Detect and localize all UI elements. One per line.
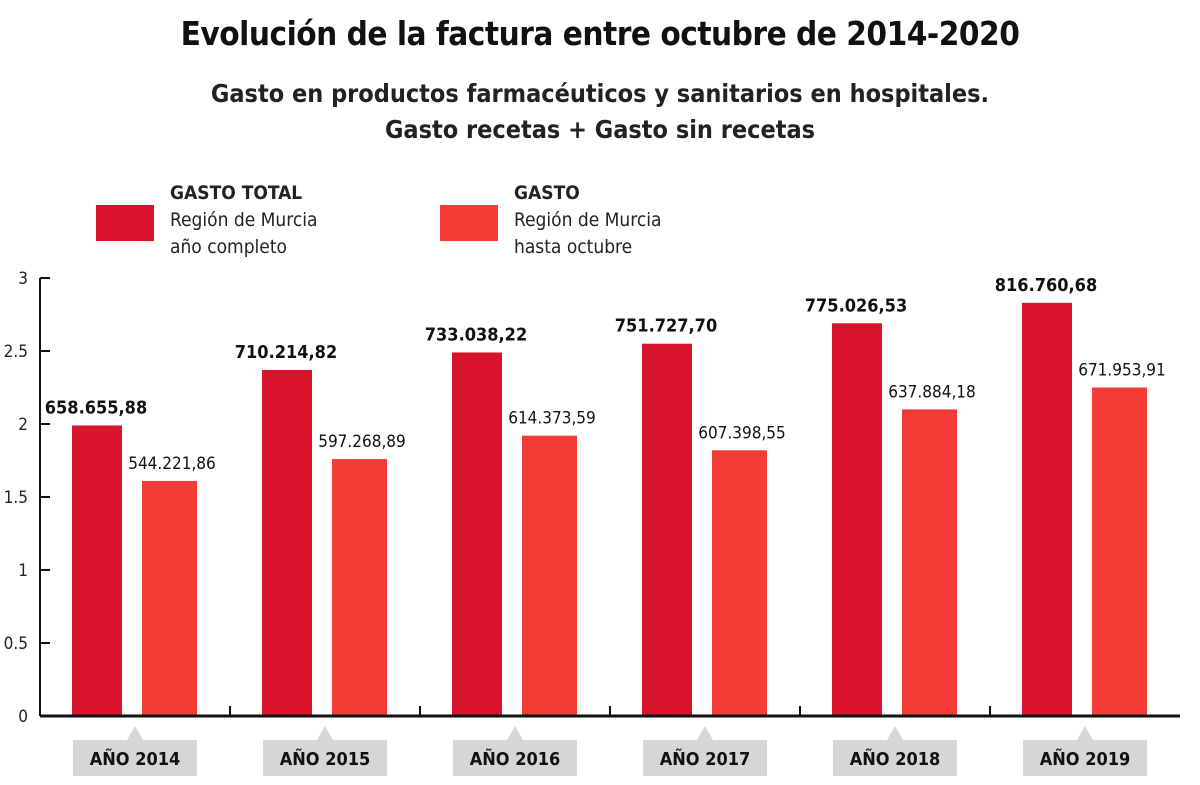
bar-total — [262, 369, 312, 716]
bar-october — [332, 459, 387, 716]
category-pointer — [317, 726, 333, 740]
legend-line: Región de Murcia — [170, 209, 318, 231]
category-pointer — [697, 726, 713, 740]
bar-october — [902, 409, 957, 716]
bar-total — [1022, 302, 1072, 716]
legend-title: GASTO TOTAL — [170, 182, 303, 204]
category-label: AÑO 2019 — [1040, 747, 1131, 770]
y-tick-label: 3 — [18, 269, 28, 289]
y-tick-label: 0.5 — [4, 634, 28, 654]
category-label: AÑO 2018 — [850, 747, 941, 770]
data-label: 816.760,68 — [995, 275, 1097, 296]
data-label: 544.221,86 — [128, 454, 216, 474]
data-label: 751.727,70 — [615, 316, 717, 337]
legend-swatch — [96, 205, 154, 241]
bar-total — [452, 352, 502, 716]
category-label-bg — [73, 740, 197, 776]
data-label: 733.038,22 — [425, 324, 527, 345]
bar-october — [1092, 387, 1147, 716]
legend-line: año completo — [170, 236, 287, 258]
data-label: 710.214,82 — [235, 342, 337, 363]
bar-october — [142, 480, 197, 716]
bar-total — [72, 425, 122, 716]
category-label-bg — [1023, 740, 1147, 776]
chart-subtitle: Gasto en productos farmacéuticos y sanit… — [0, 76, 1200, 148]
legend-item-october: GASTO Región de Murcia hasta octubre — [440, 180, 661, 261]
data-label: 597.268,89 — [318, 432, 406, 452]
y-tick-label: 2.5 — [4, 342, 28, 362]
subtitle-line-1: Gasto en productos farmacéuticos y sanit… — [210, 79, 990, 108]
chart-title: Evolución de la factura entre octubre de… — [180, 14, 1020, 53]
category-label-bg — [263, 740, 387, 776]
category-label-bg — [453, 740, 577, 776]
legend-item-total: GASTO TOTAL Región de Murcia año complet… — [96, 180, 317, 261]
bar-october — [522, 435, 577, 716]
subtitle-line-2: Gasto recetas + Gasto sin recetas — [384, 115, 816, 144]
category-pointer — [1077, 726, 1093, 740]
y-tick-label: 1.5 — [4, 488, 28, 508]
category-pointer — [507, 726, 523, 740]
category-pointer — [127, 726, 143, 740]
y-tick-label: 0 — [18, 707, 28, 727]
category-label: AÑO 2015 — [280, 747, 371, 770]
category-label: AÑO 2014 — [90, 747, 181, 770]
y-tick-label: 2 — [18, 415, 28, 435]
data-label: 775.026,53 — [805, 295, 907, 316]
y-tick-label: 1 — [18, 561, 28, 581]
category-label: AÑO 2016 — [470, 747, 561, 770]
legend-title: GASTO — [514, 182, 580, 204]
data-label: 637.884,18 — [888, 382, 976, 402]
bar-total — [832, 323, 882, 716]
category-label-bg — [643, 740, 767, 776]
data-label: 671.953,91 — [1078, 361, 1166, 381]
bar-october — [712, 450, 767, 716]
data-label: 658.655,88 — [45, 397, 147, 418]
category-pointer — [887, 726, 903, 740]
legend-line: Región de Murcia — [514, 209, 662, 231]
bar-total — [642, 343, 692, 716]
data-label: 614.373,59 — [508, 409, 596, 429]
category-label: AÑO 2017 — [660, 747, 751, 770]
legend-swatch — [440, 205, 498, 241]
legend-line: hasta octubre — [514, 236, 633, 258]
data-label: 607.398,55 — [698, 423, 786, 443]
category-label-bg — [833, 740, 957, 776]
